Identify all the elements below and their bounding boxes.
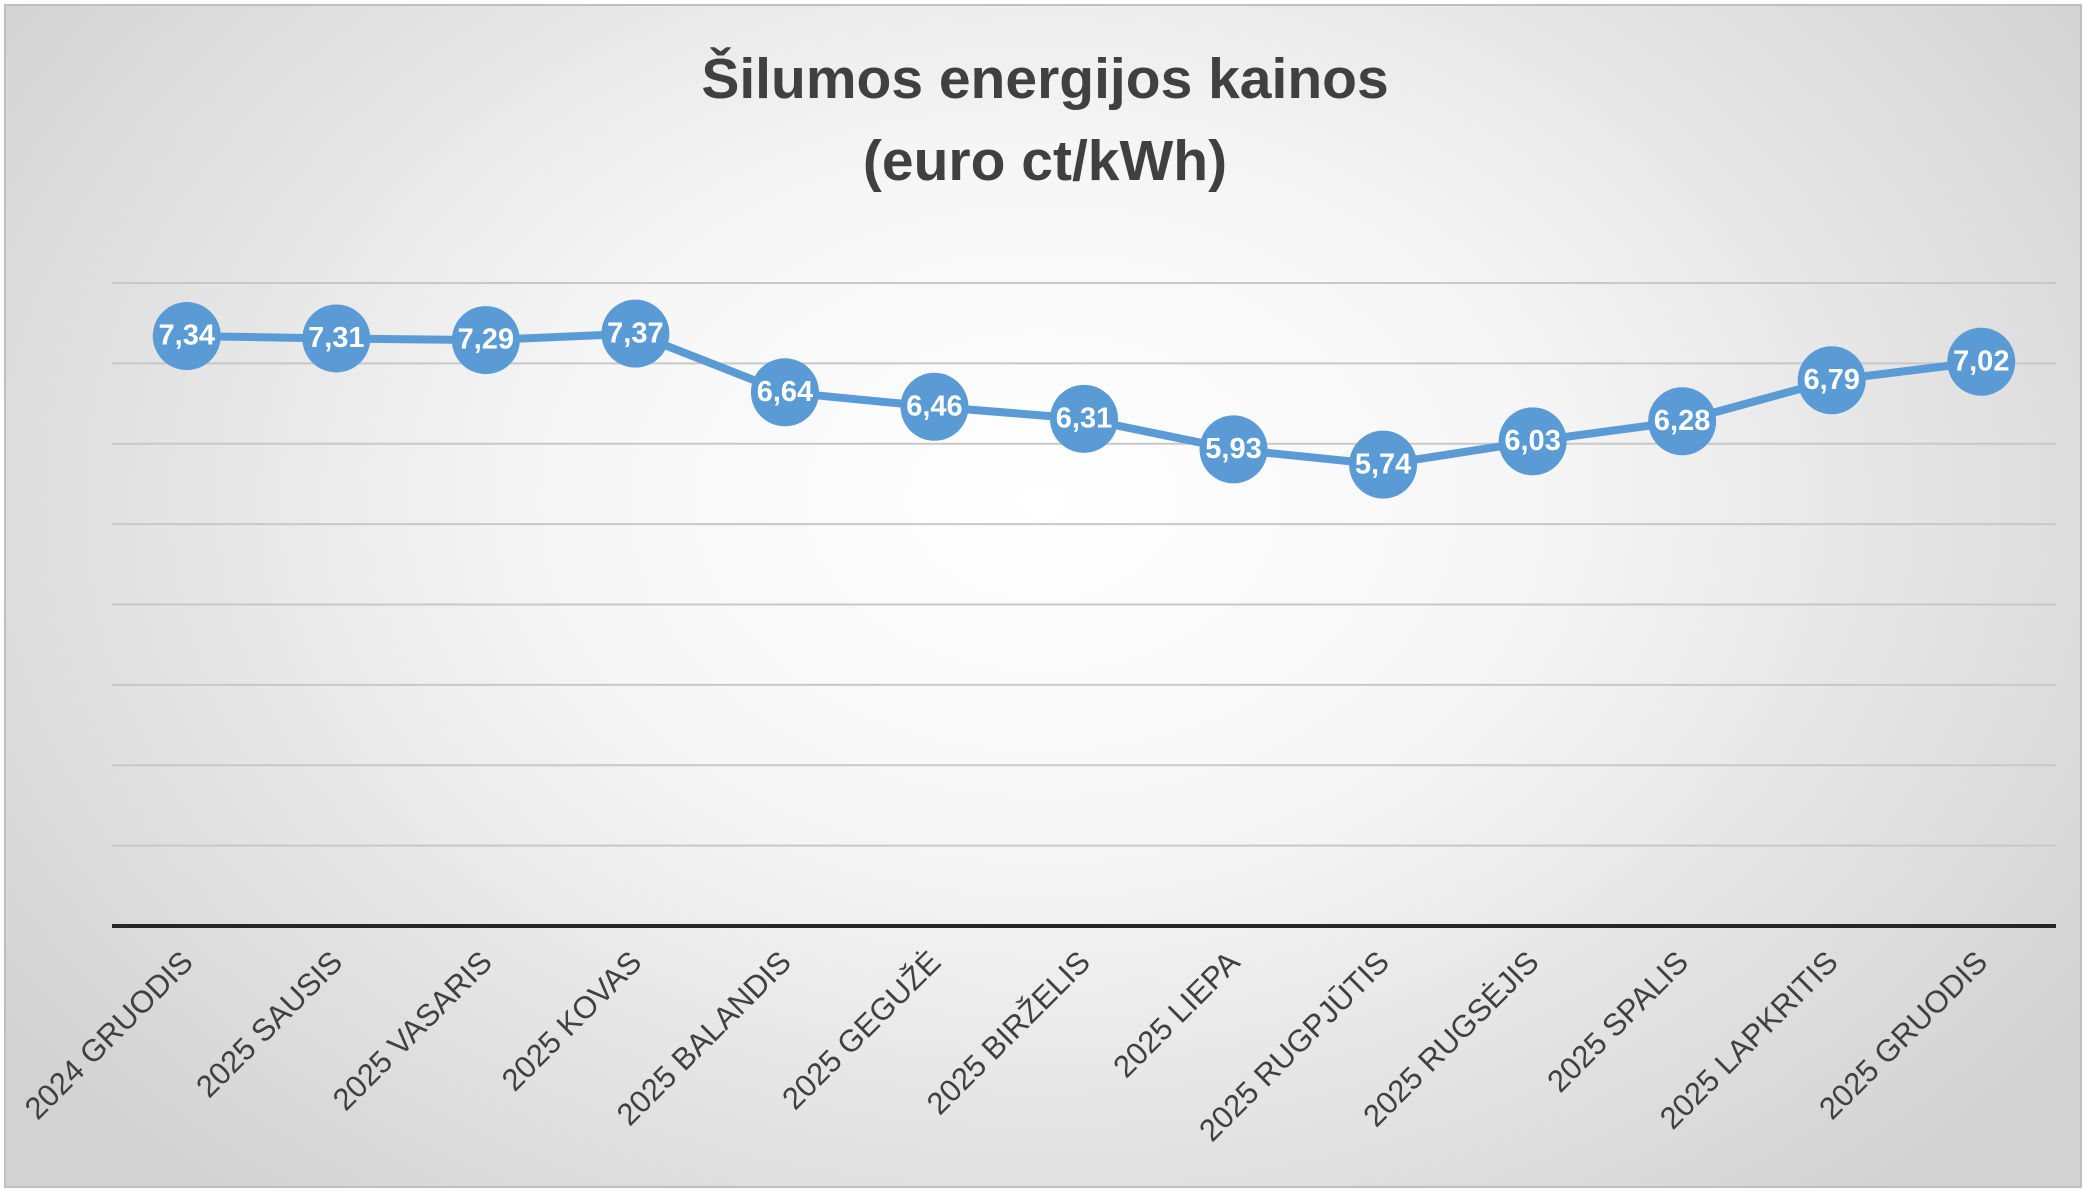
data-label: 6,46 — [906, 390, 962, 422]
data-point — [1797, 346, 1866, 415]
data-label: 7,29 — [458, 324, 514, 356]
x-tick-label: 2024 GRUODIS — [18, 944, 200, 1126]
data-point — [900, 372, 969, 441]
x-tick-label: 2025 LIEPA — [1106, 944, 1246, 1084]
data-label: 6,28 — [1654, 405, 1710, 437]
chart-subtitle: (euro ct/kWh) — [863, 129, 1227, 193]
data-labels: 7,34 7,31 7,29 7,37 6,64 6,46 6,31 5,93 5,74 6,03… — [159, 317, 2010, 480]
data-point — [601, 299, 670, 368]
data-point — [152, 302, 221, 371]
gridlines — [112, 282, 2056, 847]
data-label: 5,93 — [1205, 433, 1261, 465]
data-label: 6,79 — [1803, 364, 1859, 396]
x-tick-label: 2025 VASARIS — [326, 944, 499, 1117]
data-label: 6,03 — [1504, 425, 1560, 457]
data-point — [1050, 384, 1118, 453]
data-label: 5,74 — [1355, 448, 1411, 480]
data-point — [1199, 415, 1268, 484]
data-markers — [152, 299, 2016, 499]
x-tick-label: 2025 KOVAS — [495, 944, 649, 1098]
chart-title: Šilumos energijos kainos — [701, 46, 1388, 111]
data-point — [451, 306, 520, 375]
x-tick-label: 2025 SPALIS — [1540, 944, 1695, 1099]
data-label: 7,02 — [1953, 345, 2009, 377]
chart-area — [4, 4, 2082, 1188]
data-point — [1648, 387, 1717, 456]
data-label: 6,31 — [1056, 402, 1112, 434]
data-point — [302, 304, 371, 373]
data-label: 7,37 — [607, 317, 663, 349]
x-tick-label: 2025 GEGUŽĖ — [775, 944, 947, 1116]
data-label: 6,64 — [757, 376, 813, 408]
data-label: 7,31 — [308, 322, 364, 354]
data-point — [1947, 327, 2016, 396]
x-tick-label: 2025 BIRŽELIS — [920, 944, 1097, 1121]
data-point — [1498, 407, 1567, 476]
data-point — [1349, 430, 1418, 499]
data-label: 7,34 — [159, 320, 215, 352]
x-tick-label: 2025 SAUSIS — [189, 944, 349, 1104]
data-point — [750, 358, 819, 427]
